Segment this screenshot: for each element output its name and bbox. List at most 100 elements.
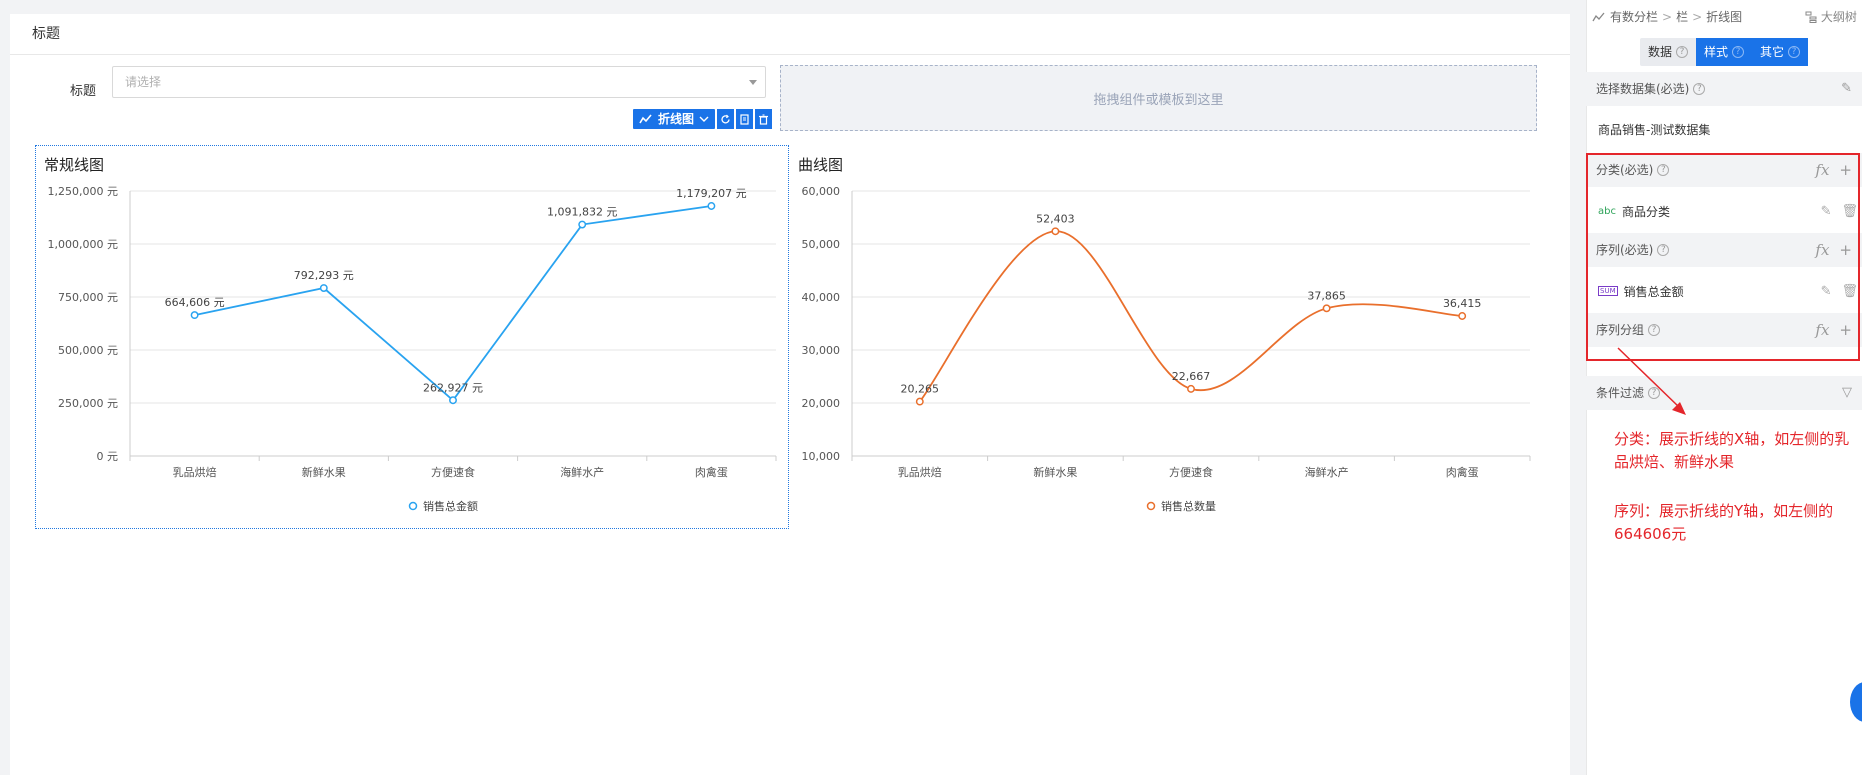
curve-chart-widget[interactable]: 曲线图 10,000 20,000 30,000 40,000 50,000 60,000… [790, 146, 1542, 528]
help-icon[interactable]: ? [1732, 46, 1745, 58]
tab-other[interactable]: 其它? [1752, 38, 1809, 66]
help-icon[interactable]: ? [1676, 46, 1689, 58]
delete-icon[interactable] [755, 109, 773, 129]
formula-icon[interactable]: fx [1815, 241, 1830, 259]
dataset-name: 商品销售-测试数据集 [1598, 122, 1711, 137]
series-section: 序列(必选) ? fx + [1586, 233, 1862, 267]
tab-data[interactable]: 数据? [1640, 38, 1696, 66]
delete-icon[interactable]: 🗑 [1841, 204, 1858, 219]
annotation-note-series: 序列：展示折线的Y轴，如左侧的664606元 [1614, 502, 1834, 543]
edit-icon[interactable]: ✎ [1841, 81, 1852, 96]
legend-label: 销售总金额 [423, 499, 478, 513]
tab-label: 数据 [1648, 45, 1673, 59]
filter-label: 标题 [70, 84, 97, 99]
legend-label: 销售总数量 [1161, 499, 1216, 513]
breadcrumb-separator: > [1692, 9, 1703, 24]
canvas-title: 标题 [10, 14, 1570, 55]
edit-icon[interactable]: ✎ [1820, 204, 1832, 219]
y-tick-label: 500,000 元 [58, 344, 118, 357]
panel-tabs: 数据? 样式? 其它? [1640, 38, 1809, 66]
data-point [1458, 312, 1467, 320]
formula-icon[interactable]: fx [1815, 161, 1830, 179]
breadcrumb-item[interactable]: 有数分栏 [1610, 10, 1659, 24]
data-label: 36,415 [1443, 297, 1482, 310]
legend-marker [408, 501, 418, 511]
data-point [1051, 227, 1060, 236]
breadcrumb-item[interactable]: 折线图 [1706, 10, 1743, 24]
data-point [449, 396, 457, 405]
x-tick-label: 方便速食 [431, 465, 475, 479]
x-tick-label: 肉禽蛋 [695, 465, 728, 479]
line-chart-icon [639, 114, 652, 124]
help-icon[interactable]: ? [1648, 387, 1661, 399]
chart-title: 常规线图 [44, 156, 105, 174]
x-tick-label: 海鲜水产 [1305, 465, 1349, 479]
chevron-down-icon[interactable] [749, 80, 757, 85]
line-chart-svg: 0 元 250,000 元 500,000 元 750,000 元 1,000,000 … [48, 185, 777, 513]
chart-type-button[interactable]: 折线图 [633, 109, 716, 129]
line-chart-widget[interactable]: 常规线图 0 元 250,000 元 500,000 元 750,000 元 1,000… [35, 145, 789, 529]
x-tick-label: 新鲜水果 [302, 465, 346, 479]
y-tick-label: 30,000 [802, 344, 841, 357]
curve-chart-svg: 10,000 20,000 30,000 40,000 50,000 60,000 乳品烘焙… [802, 185, 1531, 513]
x-tick-label: 海鲜水产 [560, 465, 604, 479]
filter-icon[interactable]: ▽ [1842, 385, 1852, 400]
chart-type-label: 折线图 [658, 112, 695, 126]
refresh-icon[interactable] [717, 109, 735, 129]
category-section: 分类(必选) ? fx + [1586, 153, 1862, 187]
formula-icon[interactable]: fx [1815, 321, 1830, 339]
section-label: 条件过滤 [1596, 386, 1645, 400]
tab-style[interactable]: 样式? [1696, 38, 1753, 66]
y-tick-label: 10,000 [802, 450, 841, 463]
legend-marker [1146, 501, 1156, 511]
data-point [707, 202, 716, 210]
data-label: 664,606 元 [165, 296, 225, 309]
chart-title: 曲线图 [798, 156, 844, 174]
filter-select[interactable]: 请选择 [112, 66, 766, 98]
x-tick-label: 乳品烘焙 [898, 465, 942, 479]
data-point [915, 397, 924, 406]
delete-icon[interactable]: 🗑 [1841, 284, 1858, 299]
outline-tree-label: 大纲树 [1820, 10, 1857, 24]
data-label: 20,265 [901, 383, 940, 396]
breadcrumb: 有数分栏 > 栏 > 折线图 [1592, 8, 1742, 25]
help-icon[interactable]: ? [1657, 244, 1670, 256]
copy-icon[interactable] [736, 109, 754, 129]
series-line [194, 205, 712, 402]
tab-label: 样式 [1704, 45, 1729, 59]
data-point [190, 311, 199, 320]
data-label: 792,293 元 [294, 269, 354, 282]
chevron-down-icon [699, 116, 709, 122]
breadcrumb-item[interactable]: 栏 [1676, 10, 1689, 24]
add-icon[interactable]: + [1839, 161, 1852, 179]
x-tick-label: 肉禽蛋 [1446, 465, 1479, 479]
add-icon[interactable]: + [1839, 241, 1852, 259]
data-point [1322, 304, 1331, 313]
y-tick-label: 50,000 [802, 238, 841, 251]
section-label: 序列(必选) [1596, 243, 1654, 257]
series-field-name: 销售总金额 [1623, 284, 1684, 299]
data-label: 262,927 元 [423, 381, 483, 394]
dataset-section: 选择数据集(必选) ? ✎ [1586, 72, 1862, 106]
y-tick-label: 1,000,000 元 [48, 238, 118, 251]
help-float-button[interactable] [1850, 682, 1862, 722]
category-field[interactable]: abc 商品分类 ✎ 🗑 [1598, 194, 1858, 228]
drop-zone[interactable]: 拖拽组件或模板到这里 [780, 65, 1537, 131]
data-point [578, 220, 587, 229]
y-tick-label: 250,000 元 [58, 397, 118, 410]
highlight-frame [1586, 153, 1860, 361]
series-field[interactable]: SUM 销售总金额 ✎ 🗑 [1598, 274, 1858, 308]
y-tick-label: 0 元 [97, 450, 119, 463]
outline-tree-link[interactable]: 大纲树 [1805, 8, 1857, 25]
category-field-name: 商品分类 [1621, 204, 1670, 219]
help-icon[interactable]: ? [1788, 46, 1801, 58]
edit-icon[interactable]: ✎ [1820, 284, 1832, 299]
data-label: 37,865 [1307, 289, 1346, 302]
help-icon[interactable]: ? [1648, 324, 1661, 336]
data-label: 1,179,207 元 [676, 187, 746, 200]
help-icon[interactable]: ? [1657, 164, 1670, 176]
help-icon[interactable]: ? [1693, 83, 1706, 95]
dataset-value[interactable]: 商品销售-测试数据集 [1598, 112, 1858, 146]
add-icon[interactable]: + [1839, 321, 1852, 339]
series-group-section: 序列分组 ? fx + [1586, 313, 1862, 347]
